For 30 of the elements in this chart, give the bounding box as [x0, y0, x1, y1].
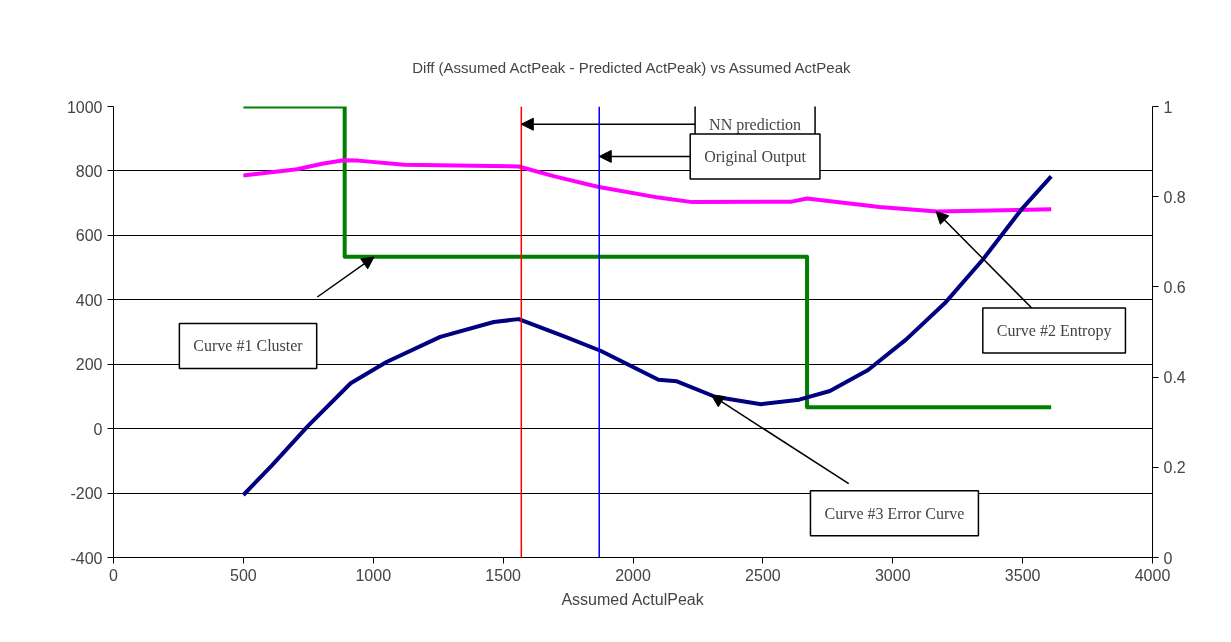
x-tick-label: 2000 [615, 566, 651, 584]
x-tick-label: 1500 [485, 566, 522, 584]
annotation: Curve #2 Entropy [996, 322, 1112, 341]
chart-title: Diff (Assumed ActPeak - Predicted ActPeak) vs Assumed ActPeak [412, 58, 851, 76]
x-tick-label: 500 [230, 566, 257, 584]
ref-line-label: NN prediction [709, 115, 802, 134]
x-tick-label: 3500 [1004, 566, 1041, 584]
y-tick-label: 600 [75, 227, 103, 245]
y-tick-label: 200 [75, 356, 103, 374]
y2-tick-label: 0.2 [1163, 459, 1186, 477]
x-tick-label: 1000 [355, 566, 392, 584]
y2-tick-label: 1 [1163, 98, 1173, 116]
ref-line-label: Original Output [704, 147, 807, 166]
y-tick-label: -200 [70, 485, 103, 503]
y-tick-label: -400 [70, 549, 103, 567]
x-tick-label: 0 [109, 566, 119, 584]
y2-tick-label: 0.6 [1163, 278, 1186, 296]
y2-tick-label: 0.8 [1163, 188, 1186, 206]
x-axis-title: Assumed ActulPeak [561, 590, 705, 608]
y-tick-label: 800 [75, 162, 103, 180]
x-tick-label: 3000 [874, 566, 911, 584]
x-tick-label: 4000 [1134, 566, 1171, 584]
annotation: Curve #1 Cluster [193, 337, 304, 355]
y2-tick-label: 0.4 [1163, 369, 1186, 387]
y-tick-label: 400 [75, 291, 103, 309]
annotation: Curve #3 Error Curve [824, 504, 965, 522]
y-tick-label: 1000 [66, 98, 103, 116]
y-tick-label: 0 [93, 420, 103, 438]
y2-tick-label: 0 [1163, 549, 1173, 567]
x-tick-label: 2500 [745, 566, 781, 584]
